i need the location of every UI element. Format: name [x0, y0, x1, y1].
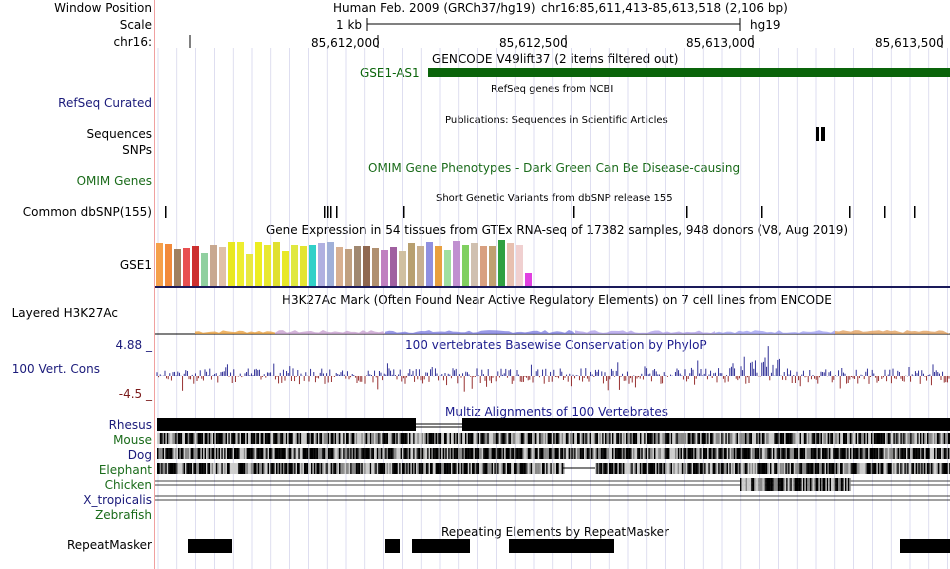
gtex-bar: [165, 244, 172, 286]
gtex-bar: [435, 246, 442, 286]
grid-lines: [157, 48, 948, 569]
scale-bar: [366, 18, 741, 31]
scale-db-text: hg19: [750, 18, 781, 32]
gtex-bar: [516, 245, 523, 286]
tick-label-1: 85,612,000: [311, 36, 380, 50]
refseq-label[interactable]: RefSeq Curated: [58, 96, 152, 110]
species-label-chicken[interactable]: Chicken: [104, 478, 152, 492]
gtex-bar: [381, 250, 388, 286]
gencode-title: GENCODE V49lift37 (2 items filtered out): [432, 52, 679, 66]
gtex-bar: [201, 253, 208, 286]
layered-h3k27ac-label[interactable]: Layered H3K27Ac: [11, 306, 118, 320]
phylop-signal: [156, 346, 950, 392]
gse1-label[interactable]: GSE1: [119, 258, 152, 272]
multiz-title: Multiz Alignments of 100 Vertebrates: [445, 405, 669, 419]
gtex-bar: [156, 243, 163, 286]
ruler-ticks: [189, 35, 943, 48]
gtex-bar: [489, 246, 496, 286]
gtex-bar: [192, 246, 199, 286]
window-position-label: Window Position: [54, 1, 152, 15]
gtex-bar: [345, 249, 352, 286]
gtex-bar: [363, 246, 370, 286]
dbsnp-features: [165, 206, 916, 218]
gtex-bar: [210, 245, 217, 286]
gtex-bar: [444, 250, 451, 286]
gtex-bar: [291, 245, 298, 286]
gtex-bar: [327, 242, 334, 286]
gtex-bar: [507, 243, 514, 286]
cons-max-label: 4.88 _: [115, 338, 152, 352]
gtex-bar: [336, 247, 343, 286]
gtex-bar: [354, 246, 361, 286]
gtex-bar: [264, 245, 271, 286]
position-text: chr16:85,611,413-85,613,518 (2,106 bp): [541, 1, 788, 15]
tick-label-4: 85,613,500: [875, 36, 944, 50]
gtex-bar: [273, 242, 280, 286]
pubs-title: Publications: Sequences in Scientific Ar…: [445, 115, 668, 126]
tick-label-3: 85,613,000: [686, 36, 755, 50]
repeatmasker-label[interactable]: RepeatMasker: [66, 538, 152, 552]
h3k27ac-title: H3K27Ac Mark (Often Found Near Active Re…: [282, 293, 832, 307]
repeatmasker-features: [188, 539, 950, 553]
label-separator: [154, 0, 155, 569]
scale-label: Scale: [119, 18, 152, 32]
gtex-bar: [498, 240, 505, 286]
gtex-bars: [156, 240, 532, 286]
gtex-title: Gene Expression in 54 tissues from GTEx …: [266, 223, 849, 237]
gtex-bar: [453, 241, 460, 286]
assembly-text: Human Feb. 2009 (GRCh37/hg19): [333, 1, 536, 15]
gtex-bar: [399, 251, 406, 286]
gtex-bar: [219, 247, 226, 286]
cons-min-label: -4.5 _: [118, 387, 152, 401]
common-dbsnp-label[interactable]: Common dbSNP(155): [22, 205, 152, 219]
gtex-bar: [309, 245, 316, 286]
scale-text: 1 kb: [336, 18, 363, 32]
species-label-x-tropicalis[interactable]: X_tropicalis: [83, 493, 152, 507]
gtex-bar: [525, 273, 532, 286]
species-label-dog[interactable]: Dog: [127, 448, 152, 462]
snps-label[interactable]: SNPs: [122, 143, 152, 157]
tick-label-2: 85,612,500: [499, 36, 568, 50]
gtex-bar: [237, 242, 244, 286]
gtex-bar: [183, 248, 190, 286]
species-label-elephant[interactable]: Elephant: [98, 463, 152, 477]
chrom-label: chr16:: [113, 35, 152, 49]
species-label-zebrafish[interactable]: Zebrafish: [95, 508, 152, 522]
gtex-bar: [282, 251, 289, 286]
gtex-bar: [417, 246, 424, 286]
phylop-title: 100 vertebrates Basewise Conservation by…: [405, 338, 707, 352]
gtex-bar: [318, 243, 325, 286]
refseq-title: RefSeq genes from NCBI: [491, 84, 614, 95]
gtex-bar: [390, 247, 397, 286]
gtex-bar: [246, 254, 253, 286]
multiz-alignments: [155, 418, 950, 501]
gtex-bar: [255, 242, 262, 286]
gtex-bar: [462, 245, 469, 286]
cons-track-label[interactable]: 100 Vert. Cons: [11, 362, 100, 376]
gtex-bar: [228, 242, 235, 286]
gtex-bar: [471, 243, 478, 286]
repeat-title: Repeating Elements by RepeatMasker: [441, 525, 669, 539]
h3k27ac-signal: [155, 330, 950, 335]
track-graphics[interactable]: [155, 0, 950, 569]
sequences-label[interactable]: Sequences: [86, 127, 152, 141]
species-label-mouse[interactable]: Mouse: [113, 433, 152, 447]
gencode-feature: [428, 68, 950, 77]
gtex-bar: [174, 249, 181, 286]
gtex-bar: [426, 242, 433, 286]
gtex-bar: [372, 248, 379, 286]
species-label-rhesus[interactable]: Rhesus: [108, 418, 152, 432]
gtex-bar: [408, 243, 415, 286]
gtex-bar: [300, 246, 307, 286]
gtex-bar: [480, 246, 487, 286]
omim-genes-label[interactable]: OMIM Genes: [76, 174, 152, 188]
gencode-gene-label[interactable]: GSE1-AS1: [360, 66, 420, 80]
dbsnp-title: Short Genetic Variants from dbSNP releas…: [436, 193, 673, 204]
